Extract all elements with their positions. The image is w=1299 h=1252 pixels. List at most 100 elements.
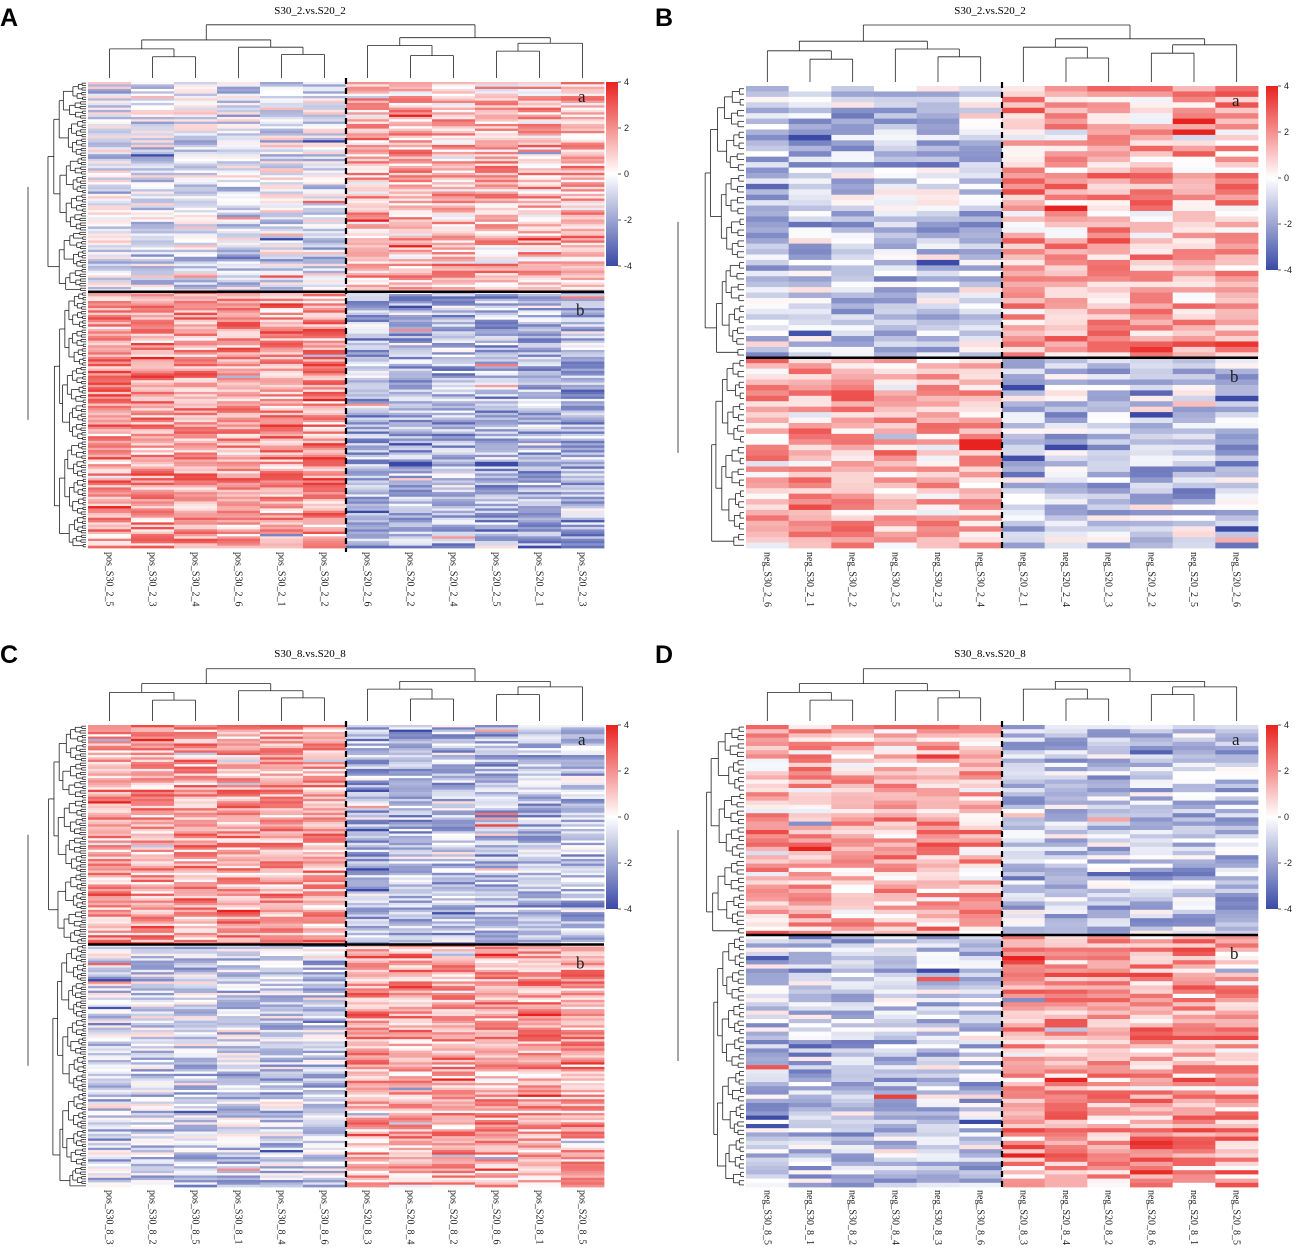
heatmap-cell — [303, 824, 347, 828]
heatmap-cell — [174, 93, 218, 97]
heatmap-cell — [1172, 526, 1216, 533]
heatmap-cell — [831, 493, 875, 500]
heatmap-cell — [1002, 232, 1046, 239]
heatmap-cell — [432, 854, 476, 858]
heatmap-cell — [303, 524, 347, 528]
heatmap-cell — [217, 88, 261, 92]
heatmap-cell — [1172, 368, 1216, 375]
heatmap-cell — [217, 242, 261, 246]
heatmap-cell — [88, 828, 132, 832]
heatmap-cell — [303, 969, 347, 973]
heatmap-cell — [389, 501, 433, 505]
heatmap-cell — [1172, 243, 1216, 250]
heatmap-cell — [916, 515, 960, 522]
heatmap-cell — [217, 534, 261, 537]
heatmap-cell — [260, 750, 304, 754]
heatmap-cell — [346, 499, 390, 502]
heatmap-cell — [131, 531, 175, 535]
heatmap-cell — [217, 317, 261, 321]
heatmap-cell — [131, 163, 175, 167]
heatmap-cell — [432, 538, 476, 542]
heatmap-cell — [131, 415, 175, 418]
heatmap-cell — [788, 422, 832, 429]
heatmap-cell — [389, 459, 433, 463]
heatmap-cell — [303, 522, 347, 526]
heatmap-cell — [1002, 439, 1046, 446]
heatmap-cell — [346, 338, 390, 342]
heatmap-cell — [131, 310, 175, 314]
heatmap-cell — [131, 102, 175, 106]
heatmap-cell — [88, 394, 132, 397]
heatmap-cell — [389, 368, 433, 372]
heatmap-cell — [217, 965, 261, 968]
heatmap-cell — [303, 863, 347, 867]
heatmap-cell — [174, 506, 218, 509]
heatmap-cell — [518, 889, 562, 892]
heatmap-cell — [518, 352, 562, 356]
heatmap-cell — [174, 798, 218, 802]
heatmap-cell — [518, 370, 562, 374]
heatmap-cell — [217, 277, 261, 281]
heatmap-cell — [959, 303, 1003, 310]
heatmap-cell — [88, 454, 132, 458]
heatmap-cell — [303, 845, 347, 848]
heatmap-cell — [518, 438, 562, 442]
heatmap-cell — [260, 529, 304, 533]
heatmap-cell — [561, 294, 605, 297]
heatmap-cell — [1172, 477, 1216, 484]
heatmap-cell — [174, 826, 218, 830]
heatmap-cell — [217, 461, 261, 465]
heatmap-cell — [303, 412, 347, 416]
heatmap-cell — [260, 284, 304, 288]
heatmap-cell — [1172, 227, 1216, 234]
heatmap-cell — [131, 972, 175, 975]
heatmap-cell — [874, 406, 918, 413]
heatmap-cell — [217, 342, 261, 346]
heatmap-cell — [346, 725, 390, 728]
heatmap-cell — [174, 501, 218, 505]
heatmap-cell — [131, 503, 175, 507]
heatmap-cell — [746, 265, 790, 272]
heatmap-cell — [389, 147, 433, 150]
heatmap-cell — [260, 485, 304, 488]
heatmap-cell — [389, 114, 433, 118]
heatmap-cell — [217, 310, 261, 314]
sample-label: pos_S30_2_1 — [276, 552, 287, 606]
heatmap-cell — [959, 238, 1003, 245]
heatmap-cell — [1172, 482, 1216, 489]
heatmap-cell — [1044, 520, 1088, 527]
heatmap-cell — [174, 898, 218, 901]
heatmap-cell — [389, 932, 433, 936]
heatmap-cell — [746, 151, 790, 158]
heatmap-cell — [131, 354, 175, 358]
heatmap-cell — [217, 905, 261, 908]
heatmap-cell — [217, 179, 261, 183]
heatmap-cell — [303, 515, 347, 519]
heatmap-cell — [131, 895, 175, 899]
heatmap-cell — [518, 254, 562, 258]
heatmap-cell — [959, 450, 1003, 456]
heatmap-cell — [346, 247, 390, 251]
heatmap-cell — [303, 482, 347, 486]
heatmap-cell — [260, 93, 304, 97]
heatmap-cell — [303, 98, 347, 102]
heatmap-cell — [88, 268, 132, 272]
heatmap-cell — [959, 346, 1003, 353]
heatmap-cell — [260, 965, 304, 968]
heatmap-cell — [389, 426, 433, 430]
heatmap-cell — [916, 91, 960, 98]
heatmap-cell — [88, 1006, 132, 1010]
heatmap-cell — [959, 151, 1003, 158]
heatmap-cell — [561, 249, 605, 253]
heatmap-cell — [260, 912, 304, 915]
heatmap-cell — [346, 447, 390, 451]
heatmap-cell — [561, 403, 605, 407]
heatmap-cell — [518, 527, 562, 530]
heatmap-cell — [303, 109, 347, 113]
heatmap-cell — [131, 953, 175, 957]
heatmap-cell — [303, 956, 347, 959]
heatmap-cell — [346, 494, 390, 498]
heatmap-cell — [217, 361, 261, 365]
heatmap-cell — [303, 817, 347, 821]
heatmap-cell — [561, 100, 605, 104]
